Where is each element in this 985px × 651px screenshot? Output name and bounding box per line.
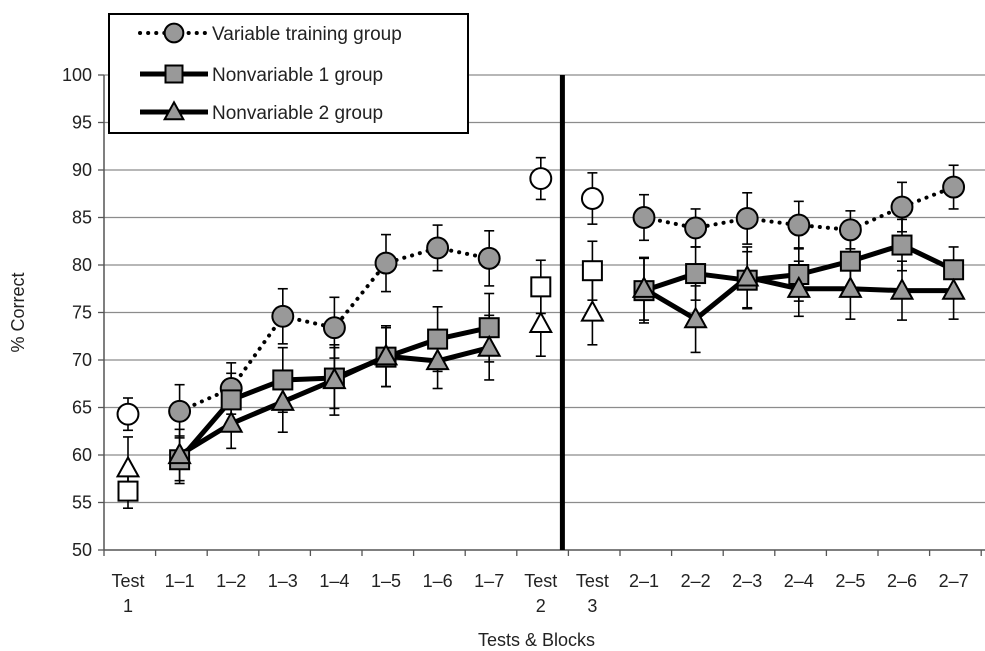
legend-label: Nonvariable 2 group [212,103,383,124]
nonvariable-1-point [478,317,500,339]
nonvariable-1-point [272,369,294,391]
legend-label: Variable training group [212,24,402,45]
variable-point [890,195,914,219]
x-tick-label: 2–3 [732,571,762,591]
x-tick-label: 1–7 [474,571,504,591]
error-bars [123,156,959,510]
variable-point [632,206,656,229]
nonvariable-2-test-point [528,310,553,334]
nonvariable-2-point [373,343,399,366]
nonvariable-1-point [891,234,913,256]
nonvariable-2-point [683,306,708,329]
nonvariable-2-point [889,277,915,300]
x-tick-label: 2–1 [629,571,659,591]
x-tick-label: 1–1 [165,571,195,591]
y-tick-label: 95 [72,113,92,133]
y-tick-label: 75 [72,303,92,323]
nonvariable-1-point [220,389,242,411]
x-tick-label-line2: 1 [123,596,133,616]
series-layer [115,156,966,510]
variable-point [735,207,759,230]
nonvariable-2-test-point [580,299,605,322]
x-tick-label: Test [111,571,144,591]
x-tick-label: 1–4 [319,571,349,591]
variable-point [322,316,346,340]
variable-point [787,213,811,237]
variable-test-point [580,187,604,210]
x-tick-label: 1–6 [423,571,453,591]
variable-point [426,236,450,260]
nonvariable-2-point [167,442,192,465]
nonvariable-2-point [219,410,244,433]
nonvariable-1-point [427,328,449,350]
axes [103,75,985,551]
nonvariable-2-point [477,334,502,357]
y-tick-label: 65 [72,398,92,418]
nonvariable-2-point [322,367,347,390]
y-tick-label: 55 [72,493,92,513]
x-tick-label: Test [576,571,609,591]
variable-point [684,216,708,240]
x-tick-label-line2: 2 [536,596,546,616]
nonvariable-1-test-point [117,480,139,502]
y-axis-ticks: 50 55 60 65 70 75 80 85 90 95 100 [62,65,104,560]
y-tick-label: 85 [72,208,92,228]
nonvariable-1-point [943,259,965,281]
y-axis-title: % Correct [8,272,28,352]
x-tick-label: 1–5 [371,571,401,591]
series-lines [177,185,956,462]
nonvariable-2-point [735,264,760,287]
nonvariable-2-point [631,275,657,298]
variable-test-point [529,167,553,191]
y-tick-label: 100 [62,65,92,85]
y-tick-label: 90 [72,160,92,180]
nonvariable-1-test-point [581,260,603,282]
variable-point [374,251,398,275]
variable-point [942,175,966,199]
legend-marker [162,100,186,121]
nonvariable-2-test-point [115,455,141,478]
legend-label: Nonvariable 1 group [212,65,383,86]
x-tick-label-line2: 3 [587,596,597,616]
nonvariable-2-point [786,275,811,298]
legend-marker [163,22,185,44]
x-axis-ticks: Test 1 1–1 1–2 1–3 1–4 1–5 1–6 1–7 Test 2 Test 3 2–1 2… [103,550,982,616]
nonvariable-2-point [941,277,966,300]
variable-point [838,218,862,242]
nonvariable-1-point [685,263,707,285]
variable-point [271,304,295,328]
x-tick-label: 2–5 [835,571,865,591]
nonvariable-1-test-point [530,276,552,298]
variable-test-point [116,402,140,426]
x-tick-label: 2–2 [681,571,711,591]
variable-point [168,399,192,423]
x-tick-label: 1–3 [268,571,298,591]
y-tick-label: 80 [72,255,92,275]
nonvariable-2-point [838,275,863,298]
legend: Variable training group Nonvariable 1 gro… [108,13,469,134]
series-markers [115,167,966,502]
y-tick-label: 70 [72,350,92,370]
legend-marker [164,64,184,84]
x-tick-label: 2–7 [939,571,969,591]
nonvariable-2-point [270,388,295,411]
nonvariable-2-point [425,348,450,371]
x-axis-title: Tests & Blocks [478,630,595,650]
y-tick-label: 60 [72,445,92,465]
x-tick-label: Test [524,571,557,591]
x-tick-label: 2–6 [887,571,917,591]
x-tick-label: 2–4 [784,571,814,591]
y-tick-label: 50 [72,540,92,560]
variable-point [477,246,501,270]
nonvariable-1-point [839,250,861,272]
x-tick-label: 1–2 [216,571,246,591]
